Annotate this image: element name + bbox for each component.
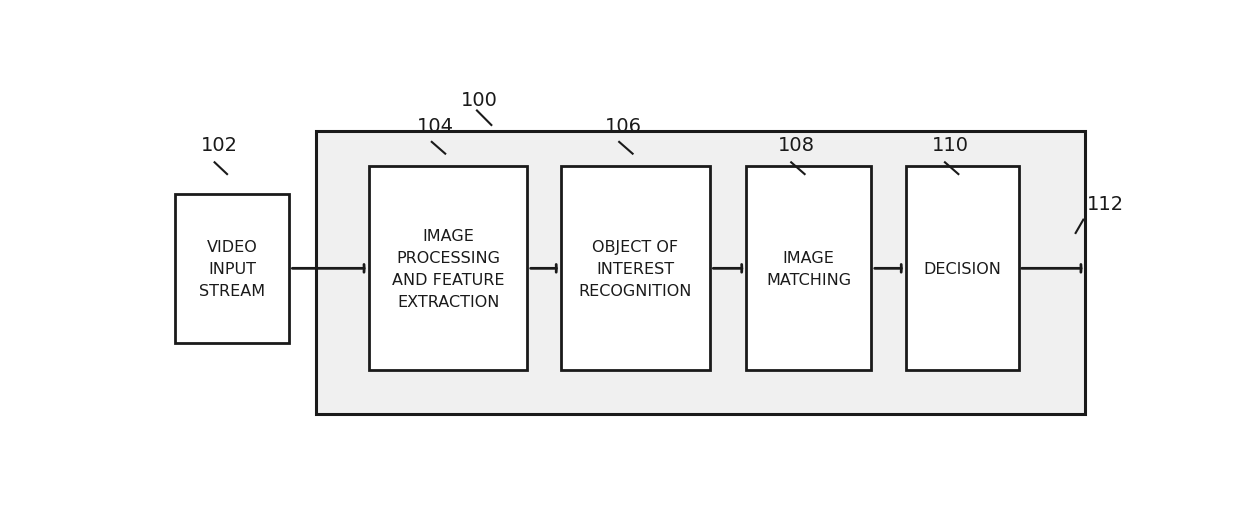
Text: DECISION: DECISION xyxy=(924,261,1001,276)
Bar xyxy=(175,194,289,343)
Bar xyxy=(316,132,1085,414)
Text: 112: 112 xyxy=(1087,195,1125,214)
Text: OBJECT OF
INTEREST
RECOGNITION: OBJECT OF INTEREST RECOGNITION xyxy=(579,239,692,298)
Bar xyxy=(368,167,527,371)
Text: 104: 104 xyxy=(417,117,454,135)
Text: VIDEO
INPUT
STREAM: VIDEO INPUT STREAM xyxy=(198,239,265,298)
Text: IMAGE
MATCHING: IMAGE MATCHING xyxy=(766,250,851,288)
Text: 102: 102 xyxy=(201,136,238,155)
Text: 106: 106 xyxy=(605,117,642,135)
Bar xyxy=(560,167,711,371)
Bar xyxy=(746,167,870,371)
Bar xyxy=(905,167,1019,371)
Text: 110: 110 xyxy=(931,136,968,155)
Text: 108: 108 xyxy=(777,136,815,155)
Text: 100: 100 xyxy=(460,91,497,110)
Text: IMAGE
PROCESSING
AND FEATURE
EXTRACTION: IMAGE PROCESSING AND FEATURE EXTRACTION xyxy=(392,228,505,309)
